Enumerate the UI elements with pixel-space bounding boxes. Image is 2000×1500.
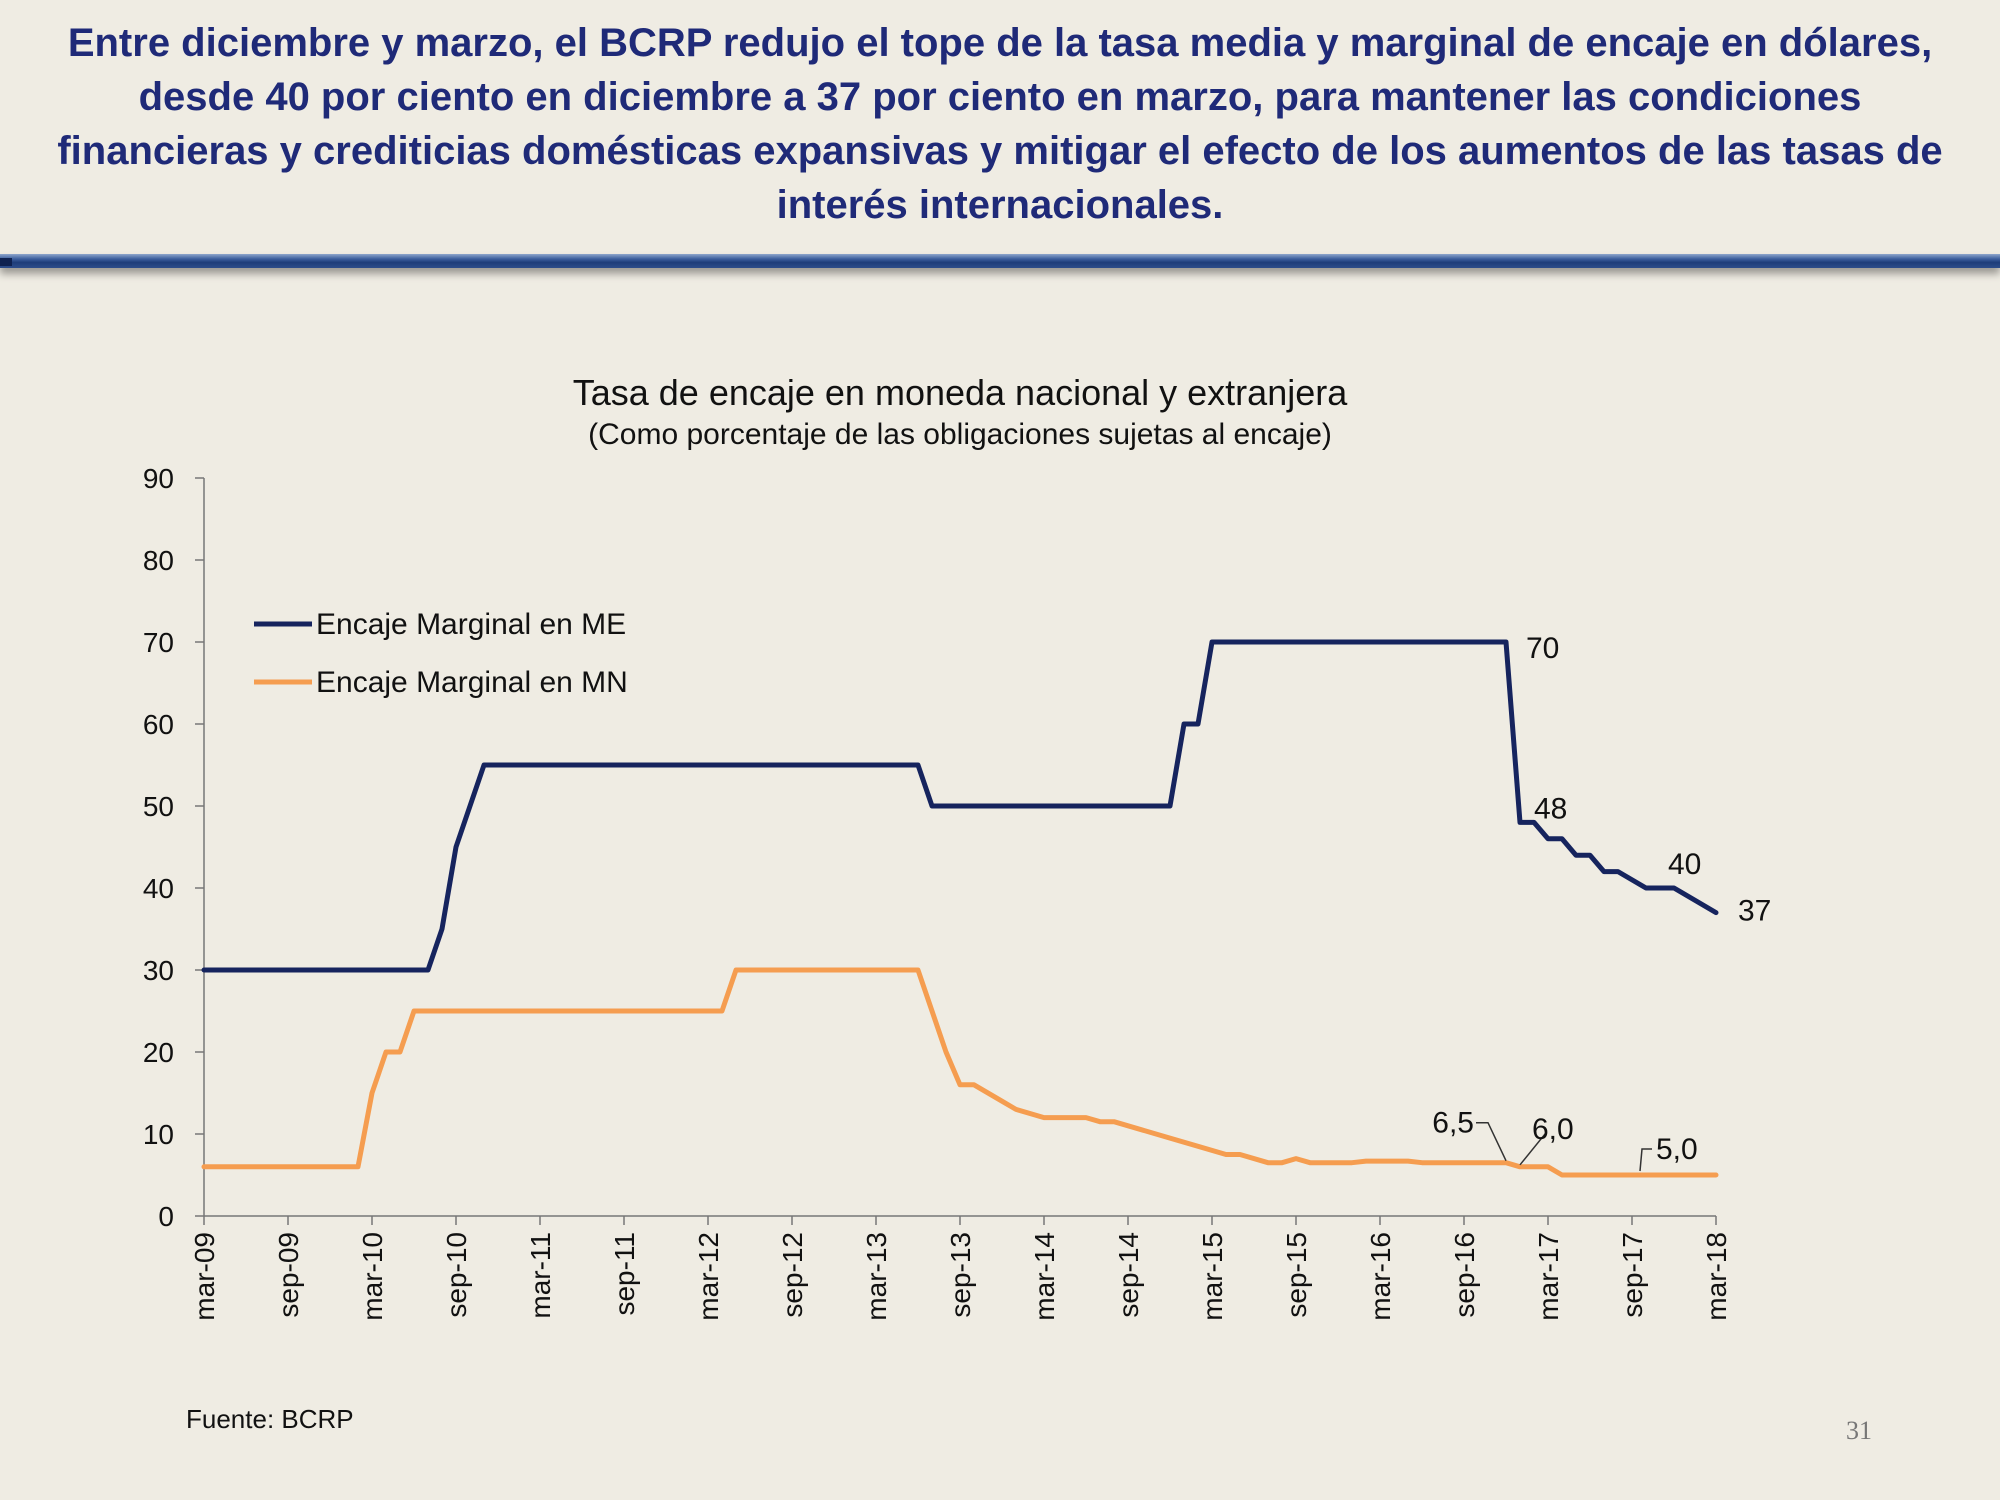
legend-label-me: Encaje Marginal en ME: [316, 608, 626, 641]
data-label: 40: [1668, 848, 1701, 881]
y-tick-label: 80: [143, 545, 174, 576]
legend-label-mn: Encaje Marginal en MN: [316, 666, 628, 699]
x-tick-label: mar-10: [357, 1232, 388, 1321]
slide-headline: Entre diciembre y marzo, el BCRP redujo …: [57, 21, 1943, 227]
y-tick-label: 50: [143, 791, 174, 822]
y-tick-label: 30: [143, 955, 174, 986]
x-tick-label: sep-13: [945, 1232, 976, 1318]
x-tick-label: mar-12: [693, 1232, 724, 1321]
series-line-me: [201, 639, 1719, 973]
y-tick-label: 60: [143, 709, 174, 740]
x-tick-label: sep-09: [273, 1232, 304, 1318]
data-label: 37: [1738, 895, 1771, 928]
chart-series: [201, 639, 1719, 1178]
x-tick-label: mar-13: [861, 1232, 892, 1321]
chart-axes: [195, 477, 1717, 1225]
x-tick-label: mar-15: [1197, 1232, 1228, 1321]
y-tick-label: 40: [143, 873, 174, 904]
x-tick-label: mar-18: [1701, 1232, 1732, 1321]
header-divider-bar: [0, 254, 2000, 268]
y-tick-label: 90: [143, 463, 174, 494]
data-label: 70: [1526, 632, 1559, 665]
annotation-leader: [1519, 1132, 1547, 1166]
data-label: 6,0: [1532, 1113, 1574, 1146]
data-label: 48: [1534, 792, 1567, 825]
chart-tick-labels: 0 10 20 30 40 50 60 70 80 90 mar-09 sep-09 mar-10 sep…: [143, 463, 1732, 1321]
x-tick-label: sep-16: [1449, 1232, 1480, 1318]
x-tick-label: mar-09: [189, 1232, 220, 1321]
y-tick-label: 0: [158, 1201, 174, 1232]
x-tick-label: mar-16: [1365, 1232, 1396, 1321]
header-divider-cap: [0, 258, 12, 266]
annotation-leader: [1639, 1148, 1652, 1172]
x-tick-label: sep-15: [1281, 1232, 1312, 1318]
chart-annotations: 70 48 40 37 6,5 6,0 5,0: [1432, 632, 1771, 1172]
x-tick-label: sep-11: [609, 1232, 640, 1316]
x-tick-label: mar-17: [1533, 1232, 1564, 1321]
annotation-leader: [1476, 1121, 1507, 1162]
x-tick-label: sep-17: [1617, 1232, 1648, 1318]
data-label: 6,5: [1432, 1107, 1474, 1140]
y-tick-label: 20: [143, 1037, 174, 1068]
chart-title: Tasa de encaje en moneda nacional y extr…: [572, 372, 1348, 413]
chart-legend: Encaje Marginal en ME Encaje Marginal en …: [254, 608, 628, 699]
x-tick-label: mar-11: [525, 1232, 556, 1319]
page-number: 31: [1846, 1416, 1872, 1445]
chart-subtitle: (Como porcentaje de las obligaciones suj…: [588, 418, 1332, 451]
data-label: 5,0: [1656, 1133, 1698, 1166]
y-tick-label: 10: [143, 1119, 174, 1150]
x-tick-label: sep-14: [1113, 1232, 1144, 1318]
source-note: Fuente: BCRP: [186, 1404, 354, 1434]
x-tick-label: mar-14: [1029, 1232, 1060, 1321]
x-tick-label: sep-10: [441, 1232, 472, 1318]
series-line-mn: [201, 967, 1719, 1178]
y-tick-label: 70: [143, 627, 174, 658]
x-tick-label: sep-12: [777, 1232, 808, 1318]
